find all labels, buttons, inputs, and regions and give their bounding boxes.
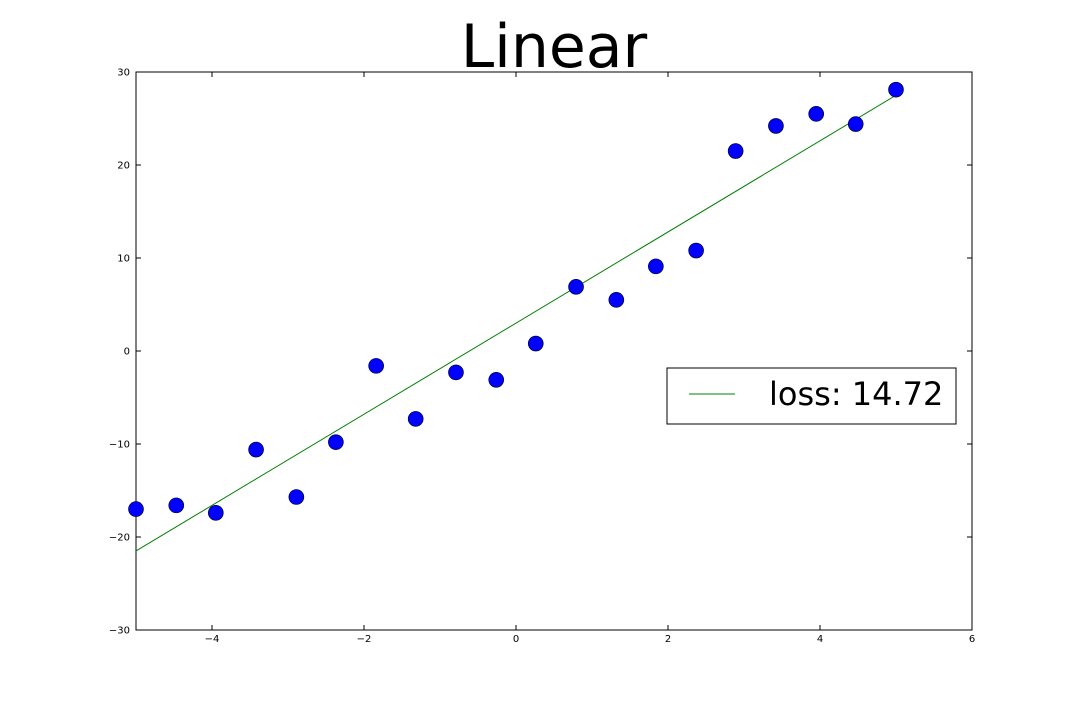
- data-point: [248, 441, 264, 458]
- data-point: [448, 364, 464, 381]
- data-point: [128, 501, 144, 517]
- data-point: [768, 118, 784, 134]
- data-point: [288, 489, 305, 505]
- y-tick-label: −30: [109, 626, 130, 637]
- y-tick-label: 10: [117, 254, 130, 265]
- x-tick-label: −2: [357, 634, 372, 645]
- x-tick-label: 2: [665, 634, 671, 645]
- data-point: [648, 258, 664, 275]
- y-tick-label: 20: [117, 161, 130, 172]
- y-tick-label: 0: [124, 347, 130, 358]
- data-point: [168, 497, 185, 514]
- data-point: [208, 505, 224, 521]
- data-point: [608, 292, 625, 308]
- data-point: [568, 279, 584, 295]
- plot-area: [135, 71, 973, 631]
- legend-label: loss: 14.72: [769, 375, 943, 413]
- y-tick-label: 30: [117, 68, 130, 79]
- data-point: [688, 242, 704, 259]
- fit-line: [135, 94, 897, 552]
- data-point: [808, 106, 825, 122]
- data-point: [847, 116, 864, 132]
- data-point: [488, 372, 505, 388]
- legend: loss: 14.72: [666, 367, 957, 425]
- x-tick-label: −4: [205, 634, 220, 645]
- data-point: [328, 434, 344, 450]
- plot-frame: [135, 71, 973, 631]
- x-axis: −4 −2 0 2 4 6: [205, 72, 975, 645]
- data-point: [727, 143, 744, 159]
- data-point: [527, 335, 544, 352]
- data-point: [888, 81, 904, 98]
- data-point-series: [128, 81, 904, 521]
- chart-title: Linear: [461, 12, 648, 82]
- y-tick-label: −10: [109, 440, 130, 451]
- y-tick-label: −20: [109, 533, 130, 544]
- x-tick-label: 4: [817, 634, 823, 645]
- data-point: [407, 411, 424, 427]
- fit-line-series: [135, 94, 897, 552]
- y-axis: −30 −20 −10 0 10 20 30: [109, 68, 972, 637]
- legend-box: [666, 367, 957, 425]
- x-tick-label: 0: [513, 634, 519, 645]
- data-point: [368, 358, 384, 374]
- x-tick-label: 6: [969, 634, 975, 645]
